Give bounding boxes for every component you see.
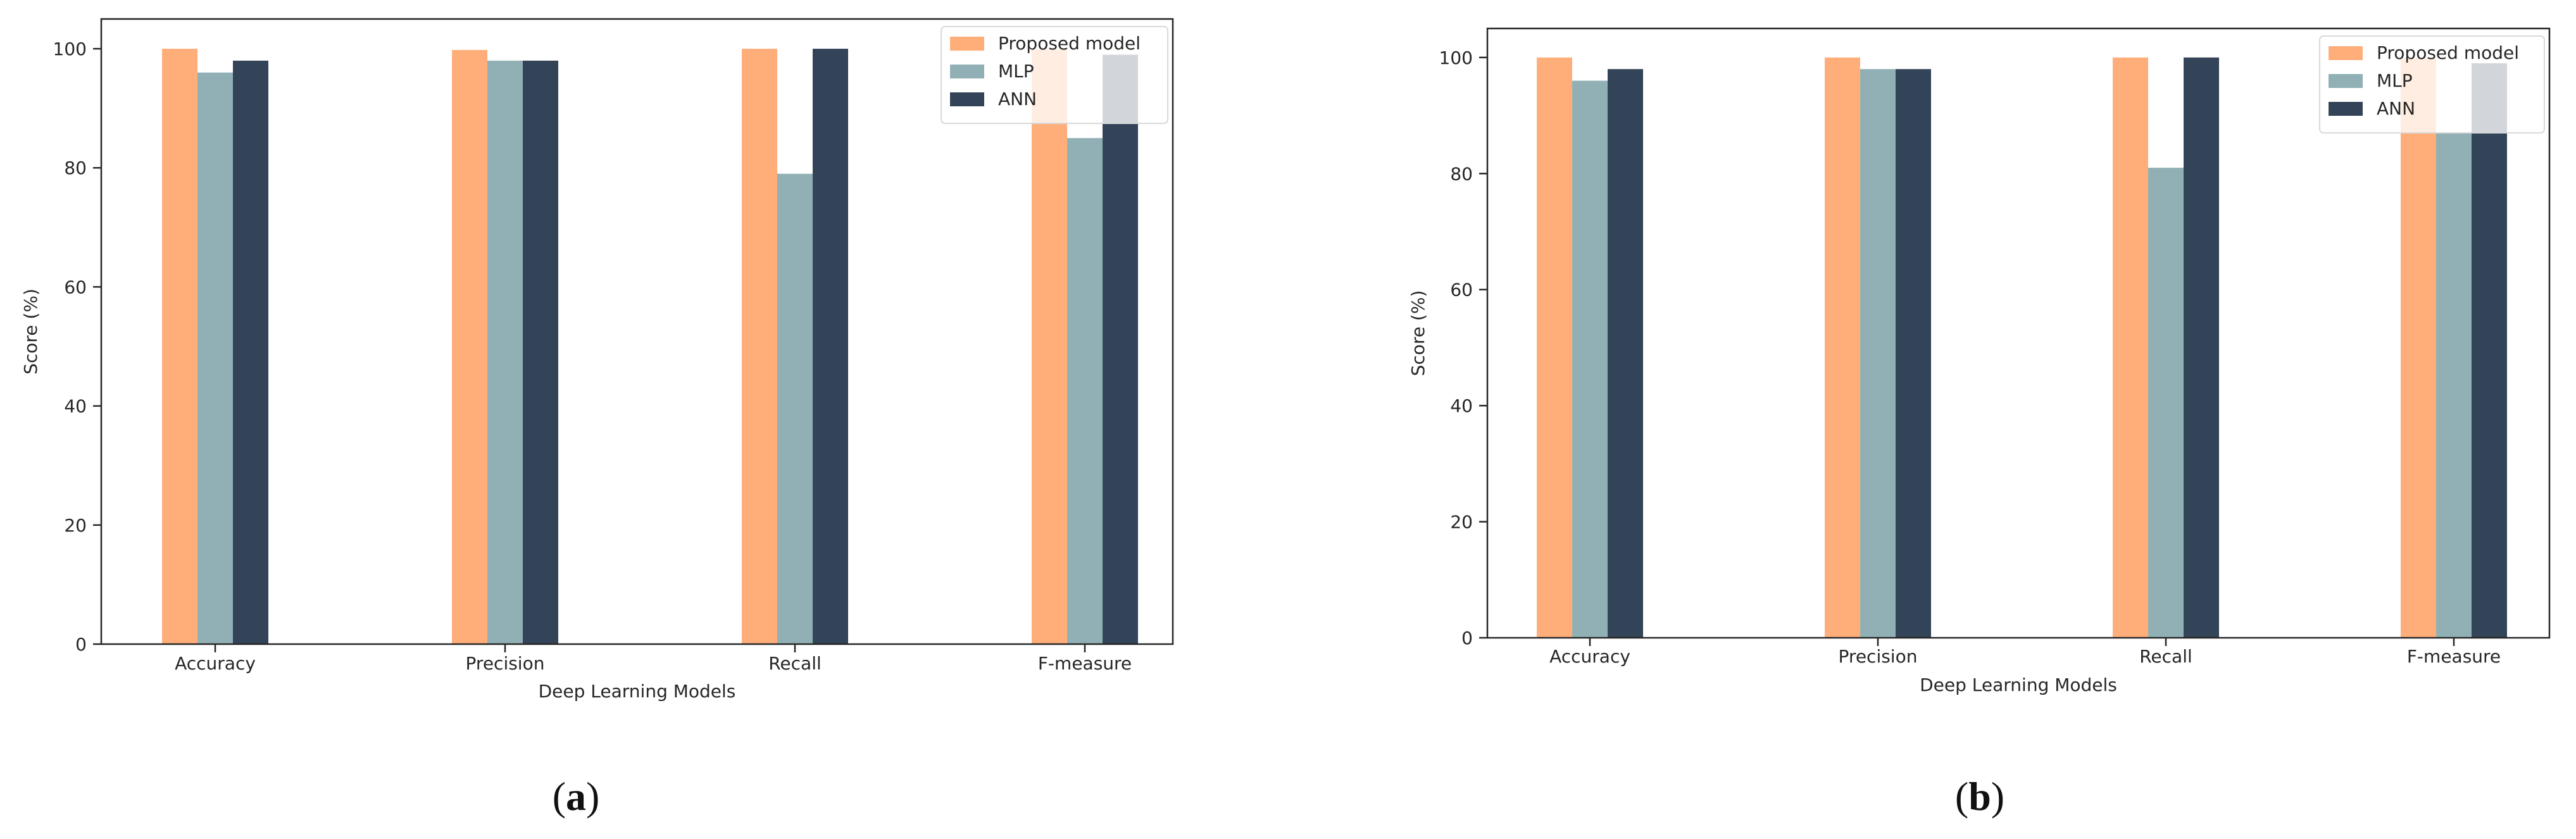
y-tick-label-b-0: 0 <box>1461 628 1473 649</box>
bar-b-ann-precision <box>1896 69 1931 638</box>
bar-a-ann-accuracy <box>233 60 268 644</box>
x-tick-label-a-recall: Recall <box>768 653 822 674</box>
bar-b-mlp-recall <box>2148 168 2184 638</box>
y-tick-label-a-0: 0 <box>75 634 87 655</box>
bar-a-proposed-model-recall <box>742 49 777 645</box>
x-tick-label-a-f-measure: F-measure <box>1038 653 1132 674</box>
bar-b-ann-recall <box>2184 57 2219 638</box>
y-tick-label-b-60: 60 <box>1450 280 1473 301</box>
bar-b-proposed-model-accuracy <box>1537 57 1572 638</box>
legend-label-a-mlp: MLP <box>998 61 1034 82</box>
y-tick-label-b-20: 20 <box>1450 512 1473 533</box>
panel-letter-b: b <box>1968 774 1991 819</box>
legend-box-a <box>941 26 1168 124</box>
bar-a-proposed-model-f-measure <box>1032 49 1067 644</box>
legend-label-a-proposed-model: Proposed model <box>998 33 1141 54</box>
y-tick-label-a-20: 20 <box>64 515 87 536</box>
legend-label-b-mlp: MLP <box>2377 70 2413 91</box>
y-tick-label-b-100: 100 <box>1439 47 1473 68</box>
bar-b-proposed-model-precision <box>1825 57 1860 638</box>
y-tick-label-a-40: 40 <box>64 396 87 417</box>
y-tick-label-b-40: 40 <box>1450 395 1473 416</box>
bar-b-mlp-f-measure <box>2436 133 2472 638</box>
bar-b-ann-accuracy <box>1608 69 1643 638</box>
legend-swatch-b-mlp <box>2329 74 2363 88</box>
y-tick-label-a-100: 100 <box>53 39 87 59</box>
x-tick-label-b-f-measure: F-measure <box>2407 646 2501 667</box>
legend-label-a-ann: ANN <box>998 89 1037 109</box>
legend-swatch-b-proposed-model <box>2329 46 2363 60</box>
plot-frame-b <box>1486 27 2551 639</box>
bar-a-proposed-model-accuracy <box>162 49 197 645</box>
plot-frame-a <box>100 18 1174 645</box>
panel-label-b: (b) <box>1955 774 2004 819</box>
bar-a-ann-precision <box>523 60 558 644</box>
legend-box-b <box>2319 35 2545 134</box>
x-tick-label-a-accuracy: Accuracy <box>175 653 256 674</box>
bar-a-ann-recall <box>813 49 848 645</box>
legend-label-b-ann: ANN <box>2377 98 2415 119</box>
legend-swatch-a-mlp <box>950 65 984 78</box>
bar-a-proposed-model-precision <box>452 49 487 645</box>
legend-swatch-a-ann <box>950 92 984 106</box>
x-tick-label-b-accuracy: Accuracy <box>1549 646 1630 667</box>
bar-a-mlp-f-measure <box>1067 138 1103 644</box>
bar-a-mlp-accuracy <box>197 72 233 644</box>
y-tick-label-a-80: 80 <box>64 158 87 178</box>
x-tick-label-b-recall: Recall <box>2139 646 2192 667</box>
panel-label-a: (a) <box>553 774 600 819</box>
y-tick-label-b-80: 80 <box>1450 163 1473 184</box>
bar-a-mlp-recall <box>777 173 813 645</box>
y-tick-label-a-60: 60 <box>64 277 87 297</box>
x-tick-label-b-precision: Precision <box>1839 646 1918 667</box>
legend-swatch-a-proposed-model <box>950 37 984 51</box>
bar-b-proposed-model-f-measure <box>2401 58 2436 638</box>
bar-a-ann-f-measure <box>1103 54 1138 644</box>
y-axis-label-b: Score (%) <box>1408 290 1429 376</box>
bar-b-mlp-precision <box>1860 69 1896 638</box>
x-axis-label-a: Deep Learning Models <box>539 681 736 702</box>
x-axis-label-b: Deep Learning Models <box>1920 674 2117 695</box>
bar-b-proposed-model-recall <box>2113 57 2148 638</box>
bar-b-mlp-accuracy <box>1572 80 1608 638</box>
legend-label-b-proposed-model: Proposed model <box>2377 42 2519 63</box>
y-axis-label-a: Score (%) <box>20 289 41 375</box>
bar-a-mlp-precision <box>487 60 523 644</box>
x-tick-label-a-precision: Precision <box>466 653 545 674</box>
panel-letter-a: a <box>566 774 586 819</box>
bar-b-ann-f-measure <box>2472 63 2507 638</box>
legend-swatch-b-ann <box>2329 102 2363 116</box>
